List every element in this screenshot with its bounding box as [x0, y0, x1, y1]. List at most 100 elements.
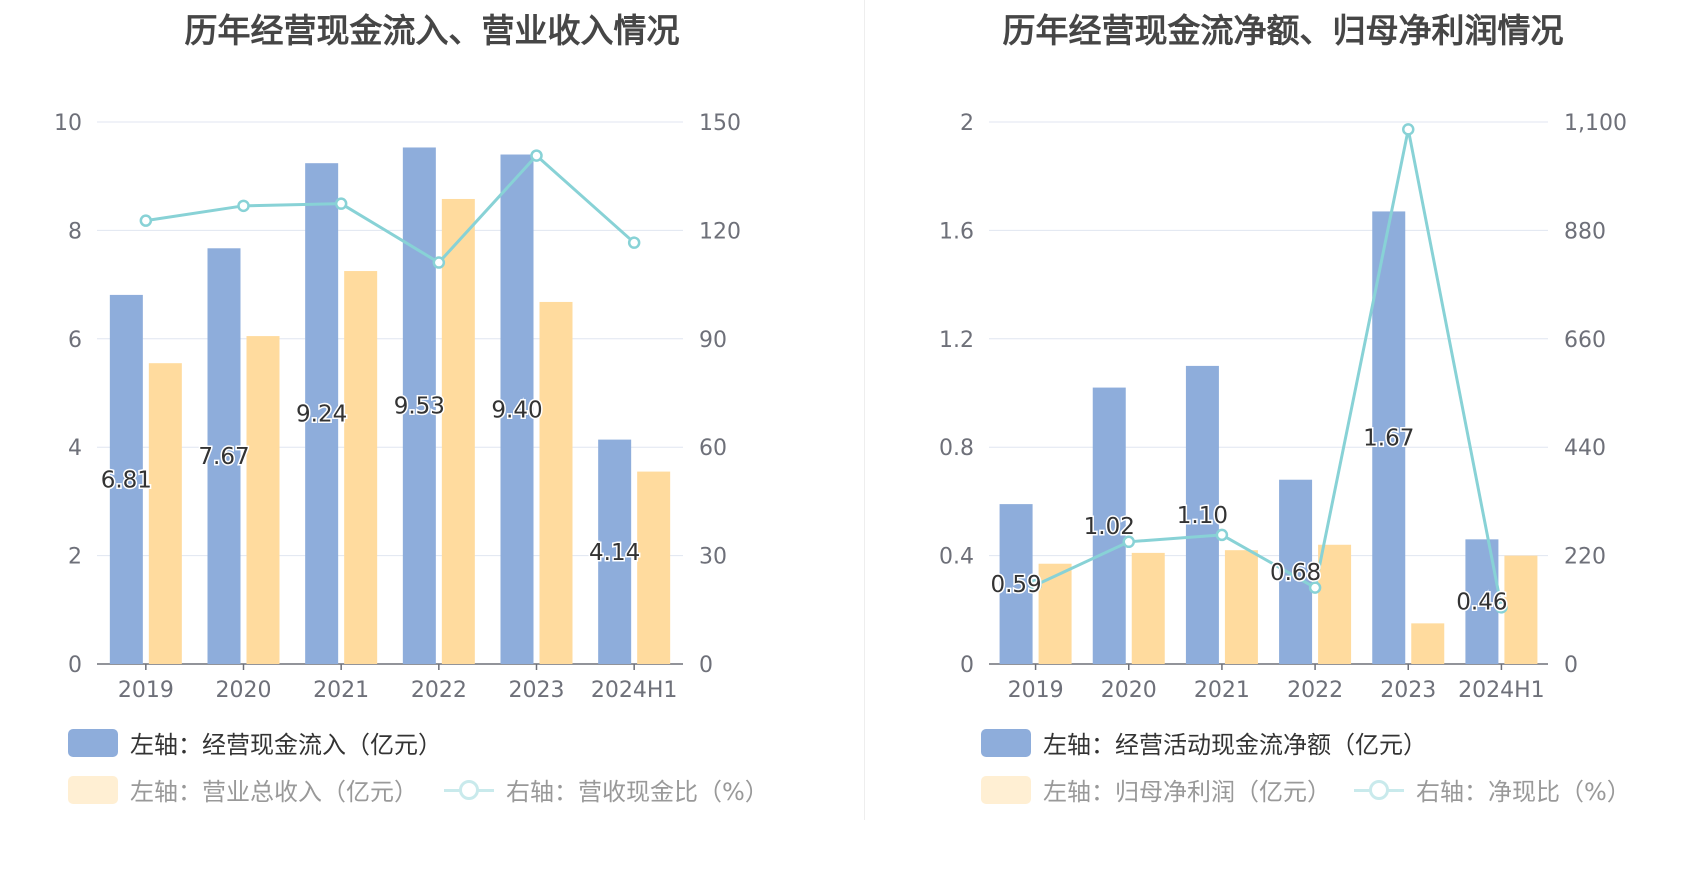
- y-left-tick-label: 6: [68, 328, 82, 353]
- bar-primary: [999, 504, 1033, 664]
- bar-data-label: 4.14: [589, 540, 640, 566]
- bar-data-label: 9.24: [296, 402, 347, 428]
- right-chart-panel: 历年经营现金流净额、归母净利润情况 0 0 0.4 220 0.8 440 1.2 660 1.…: [866, 0, 1700, 874]
- y-right-tick-label: 220: [1564, 545, 1606, 570]
- y-right-tick-label: 30: [699, 545, 727, 570]
- bar-data-label: 6.81: [101, 467, 152, 493]
- x-tick-label: 2021: [1194, 678, 1250, 703]
- y-left-tick-label: 8: [68, 219, 82, 244]
- bar-data-label: 0.68: [1270, 560, 1321, 586]
- legend-swatch-orange: [981, 775, 1031, 804]
- ratio-point: [1495, 601, 1508, 614]
- legend-line-marker-icon: [444, 776, 494, 804]
- y-left-tick-label: 0: [68, 653, 82, 678]
- legend-item-net-cash-ratio[interactable]: 右轴：净现比（%）: [1354, 772, 1631, 807]
- ratio-point: [432, 256, 446, 269]
- left-chart-svg: 0 0 2 30 4 60 6 90 8 120 10 150 2019 2020 2021 2022 2023…: [54, 111, 741, 703]
- y-left-tick-label: 0.8: [939, 436, 974, 461]
- bar-secondary: [441, 198, 475, 665]
- y-right-tick-label: 0: [699, 653, 713, 678]
- legend-label: 左轴：归母净利润（亿元）: [1043, 778, 1331, 806]
- y-left-tick-label: 2: [68, 545, 82, 570]
- bar-primary: [305, 163, 339, 664]
- legend-label: 左轴：营业总收入（亿元）: [130, 778, 418, 806]
- bar-primary: [1185, 365, 1219, 664]
- ratio-point: [237, 199, 250, 213]
- bar-primary: [500, 154, 534, 664]
- y-left-tick-label: 2: [960, 111, 974, 136]
- x-tick-label: 2022: [1287, 678, 1343, 703]
- bar-secondary: [1411, 623, 1445, 664]
- bar-primary: [598, 439, 632, 664]
- y-right-tick-label: 150: [699, 111, 741, 136]
- bar-primary: [402, 147, 436, 664]
- y-right-tick-label: 120: [699, 219, 741, 244]
- legend-label: 左轴：经营活动现金流净额（亿元）: [1043, 731, 1427, 759]
- y-right-tick-label: 0: [1564, 653, 1578, 678]
- bar-secondary: [344, 271, 378, 664]
- bar-secondary: [1224, 550, 1258, 664]
- legend-item-cash-revenue-ratio[interactable]: 右轴：营收现金比（%）: [444, 772, 769, 807]
- legend-swatch-blue: [68, 728, 118, 757]
- bar-secondary: [1131, 552, 1165, 664]
- bar-secondary: [246, 336, 280, 664]
- panel-divider: [864, 0, 865, 820]
- ratio-point: [1215, 528, 1229, 542]
- right-chart-title: 历年经营现金流净额、归母净利润情况: [1002, 11, 1564, 50]
- legend-item-cash-inflow[interactable]: 左轴：经营现金流入（亿元）: [68, 725, 442, 760]
- x-tick-label: 2022: [411, 678, 467, 703]
- bar-data-label: 0.59: [990, 572, 1041, 598]
- y-left-tick-label: 1.6: [939, 219, 974, 244]
- y-left-tick-label: 0: [960, 653, 974, 678]
- right-chart-svg: 0 0 0.4 220 0.8 440 1.2 660 1.6 880 2 1,100 2019 2020…: [939, 111, 1627, 703]
- bar-primary: [1092, 387, 1126, 664]
- bar-primary: [207, 248, 241, 664]
- ratio-point: [530, 149, 543, 162]
- y-right-tick-label: 1,100: [1564, 111, 1627, 136]
- y-right-tick-label: 660: [1564, 328, 1606, 353]
- x-tick-label: 2019: [118, 678, 174, 703]
- ratio-point: [627, 236, 641, 249]
- x-tick-label: 2020: [1101, 678, 1157, 703]
- y-left-tick-label: 4: [68, 436, 82, 461]
- left-chart-title: 历年经营现金流入、营业收入情况: [184, 11, 680, 50]
- y-right-tick-label: 90: [699, 328, 727, 353]
- bar-primary: [109, 294, 143, 664]
- ratio-point: [1402, 123, 1415, 136]
- bar-data-label: 1.67: [1363, 426, 1414, 452]
- legend-item-net-operating-cashflow[interactable]: 左轴：经营活动现金流净额（亿元）: [981, 725, 1427, 760]
- legend-item-net-profit[interactable]: 左轴：归母净利润（亿元）: [981, 772, 1331, 807]
- legend-label: 右轴：营收现金比（%）: [506, 778, 769, 806]
- ratio-point: [1122, 535, 1135, 549]
- ratio-point: [334, 197, 348, 210]
- bar-secondary: [1504, 555, 1538, 664]
- bar-data-label: 9.53: [394, 394, 445, 420]
- legend-item-revenue[interactable]: 左轴：营业总收入（亿元）: [68, 772, 418, 807]
- bar-secondary: [539, 301, 573, 664]
- x-tick-label: 2024H1: [591, 678, 678, 703]
- ratio-line: [145, 153, 636, 265]
- bar-data-label: 0.46: [1456, 590, 1507, 616]
- bar-secondary: [1038, 563, 1072, 664]
- legend-label: 右轴：净现比（%）: [1416, 778, 1631, 806]
- legend-swatch-orange: [68, 775, 118, 804]
- y-right-tick-label: 60: [699, 436, 727, 461]
- x-tick-label: 2023: [1380, 678, 1436, 703]
- bar-secondary: [637, 471, 671, 664]
- bar-secondary: [148, 363, 182, 664]
- y-left-tick-label: 0.4: [939, 545, 974, 570]
- ratio-line: [1034, 129, 1503, 608]
- bar-data-label: 1.10: [1177, 503, 1228, 529]
- y-left-tick-label: 1.2: [939, 328, 974, 353]
- x-tick-label: 2019: [1008, 678, 1064, 703]
- x-tick-label: 2021: [313, 678, 369, 703]
- left-chart-panel: 历年经营现金流入、营业收入情况 0 0 2 30 4 60 6 90 8 120 10 150 2019…: [54, 11, 769, 807]
- bar-data-label: 1.02: [1084, 514, 1135, 540]
- y-right-tick-label: 440: [1564, 436, 1606, 461]
- y-left-tick-label: 10: [54, 111, 82, 136]
- bar-secondary: [1318, 544, 1352, 664]
- ratio-point: [1308, 581, 1322, 594]
- legend-label: 左轴：经营现金流入（亿元）: [130, 731, 442, 759]
- x-tick-label: 2023: [509, 678, 565, 703]
- bar-data-label: 7.67: [198, 444, 249, 470]
